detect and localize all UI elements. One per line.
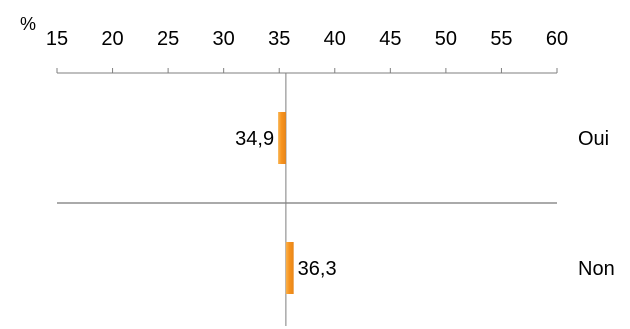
category-label: Oui [578,128,609,150]
category-labels: Oui Non [578,128,615,280]
x-tick-label: 30 [213,28,235,50]
bars: 34,9 36,3 [235,112,337,294]
x-tick-label: 35 [268,28,290,50]
bar-oui [278,112,286,164]
x-tick-label: 60 [546,28,568,50]
x-tick-label: 45 [379,28,401,50]
x-tick-label: 15 [46,28,68,50]
category-label: Non [578,258,615,280]
data-label: 34,9 [235,128,274,150]
x-tick-label: 50 [435,28,457,50]
data-label: 36,3 [298,258,337,280]
x-tick-label: 20 [101,28,123,50]
x-tick-label: 40 [324,28,346,50]
x-axis: 15 20 25 30 35 40 45 50 55 60 [46,28,568,326]
x-tick-label: 55 [490,28,512,50]
unit-label: % [20,14,36,34]
x-tick-label: 25 [157,28,179,50]
bar-non [285,242,294,294]
